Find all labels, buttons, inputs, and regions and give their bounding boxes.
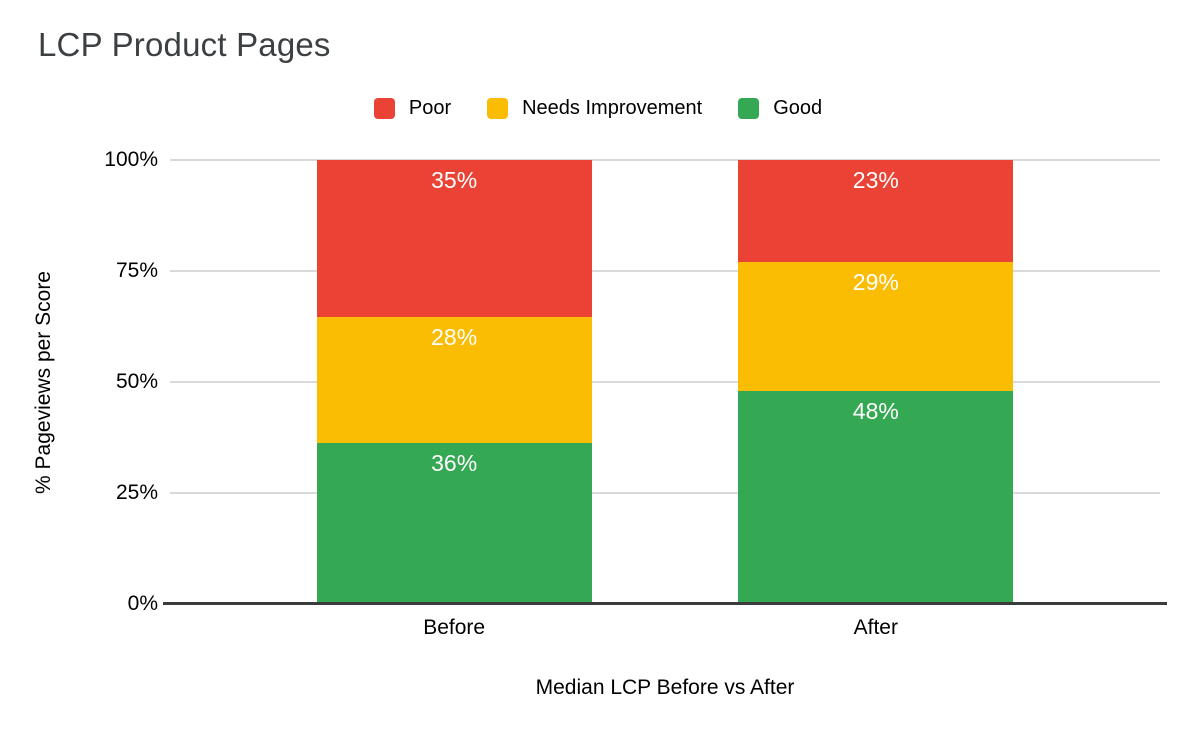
segment-good-after: 48% (738, 390, 1014, 604)
y-axis-title: % Pageviews per Score (30, 160, 58, 604)
y-axis-title-text: % Pageviews per Score (32, 270, 55, 494)
x-label-before: Before (423, 616, 486, 639)
legend-item-poor: Poor (373, 97, 452, 120)
segment-value-label: 36% (431, 449, 478, 476)
plot-area: 35% 28% 36% 23% 29% 48% (163, 159, 1167, 605)
legend-label-poor: Poor (408, 97, 452, 119)
x-label-after: After (853, 616, 898, 639)
legend: Poor Needs Improvement Good (0, 97, 1196, 120)
legend-item-needs-improvement: Needs Improvement (487, 97, 702, 120)
segment-value-label: 28% (431, 323, 478, 350)
legend-label-needs-improvement: Needs Improvement (522, 97, 703, 119)
bars: 35% 28% 36% 23% 29% 48% (170, 160, 1160, 604)
y-tick-100: 100% (104, 148, 158, 171)
y-tick-0: 0% (127, 592, 158, 615)
gridline-50 (170, 381, 1160, 383)
segment-poor-before: 35% (316, 160, 592, 317)
gridline-100 (170, 159, 1160, 161)
chart-title: LCP Product Pages (38, 26, 331, 63)
legend-item-good: Good (738, 97, 822, 120)
segment-value-label: 29% (852, 269, 899, 296)
segment-needs-improvement-after: 29% (738, 262, 1014, 391)
x-axis-line (163, 602, 1167, 605)
poor-swatch-icon (373, 98, 395, 119)
y-tick-25: 25% (115, 481, 158, 504)
x-category-labels: Before After (170, 616, 1160, 640)
x-axis-title: Median LCP Before vs After (535, 676, 795, 699)
segment-needs-improvement-before: 28% (316, 316, 592, 443)
needs-improvement-swatch-icon (487, 98, 509, 119)
segment-good-before: 36% (316, 442, 592, 604)
segment-value-label: 35% (431, 167, 478, 193)
segment-value-label: 23% (852, 167, 899, 193)
y-tick-50: 50% (115, 370, 158, 393)
gridline-75 (170, 270, 1160, 272)
stacked-bar-before: 35% 28% 36% (316, 160, 592, 604)
good-swatch-icon (738, 98, 760, 119)
gridline-25 (170, 492, 1160, 494)
y-tick-75: 75% (115, 259, 158, 282)
segment-poor-after: 23% (738, 160, 1014, 263)
stacked-bar-after: 23% 29% 48% (738, 160, 1014, 604)
segment-value-label: 48% (852, 397, 899, 424)
legend-label-good: Good (773, 97, 823, 119)
